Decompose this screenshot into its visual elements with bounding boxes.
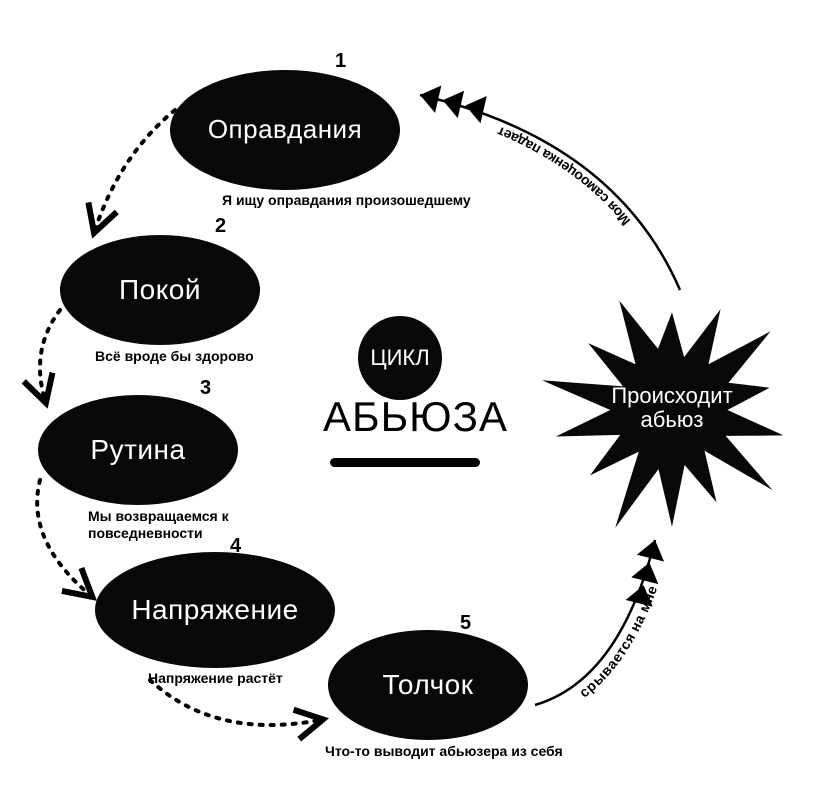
dashed-arrow-3 xyxy=(37,480,90,595)
diagram-stage: срывается на мне Моя самооценка падает ЦИ… xyxy=(0,0,828,795)
cycle-node-3-number: 3 xyxy=(200,377,211,400)
cycle-node-2-subtext: Всё вроде бы здорово xyxy=(95,348,254,365)
cycle-node-5-subtext: Что-то выводит абьюзера из себя xyxy=(325,743,563,760)
cycle-node-1-subtext: Я ищу оправдания произошедшему xyxy=(222,192,471,209)
cycle-node-4: Напряжение xyxy=(95,552,335,668)
starburst-label: Происходит абьюз xyxy=(592,384,752,432)
center-underline xyxy=(330,458,480,467)
cycle-node-3-subtext: Мы возвращаемся к повседневности xyxy=(88,508,229,542)
solid-arrow-1-label: срывается на мне xyxy=(576,583,660,700)
cycle-node-2-label: Покой xyxy=(119,275,201,304)
cycle-node-3: Рутина xyxy=(38,395,238,505)
cycle-node-1-number: 1 xyxy=(335,50,346,73)
cycle-node-3-label: Рутина xyxy=(90,435,185,464)
starburst-text-1: Происходит xyxy=(611,383,732,408)
cycle-node-1: Оправдания xyxy=(170,70,400,190)
center-word: АБЬЮЗА xyxy=(323,393,508,441)
cycle-node-5-label: Толчок xyxy=(382,670,473,699)
cycle-node-5-number: 5 xyxy=(460,612,471,635)
center-circle-label: ЦИКЛ xyxy=(370,345,429,371)
dashed-arrow-2 xyxy=(40,310,60,400)
starburst-shape xyxy=(542,301,783,528)
cycle-node-1-label: Оправдания xyxy=(208,116,362,143)
cycle-node-2: Покой xyxy=(60,235,260,345)
solid-arrow-1 xyxy=(535,540,655,705)
cycle-node-4-number: 4 xyxy=(230,535,241,558)
center-circle: ЦИКЛ xyxy=(358,316,442,400)
starburst-text-2: абьюз xyxy=(641,407,704,432)
cycle-node-4-subtext: Напряжение растёт xyxy=(148,670,283,687)
dashed-arrow-1 xyxy=(95,110,175,230)
solid-arrow-2-label: Моя самооценка падает xyxy=(494,124,633,230)
starburst xyxy=(542,301,783,528)
cycle-node-2-number: 2 xyxy=(215,215,226,238)
cycle-node-4-label: Напряжение xyxy=(131,595,298,624)
cycle-node-5: Толчок xyxy=(328,630,528,740)
